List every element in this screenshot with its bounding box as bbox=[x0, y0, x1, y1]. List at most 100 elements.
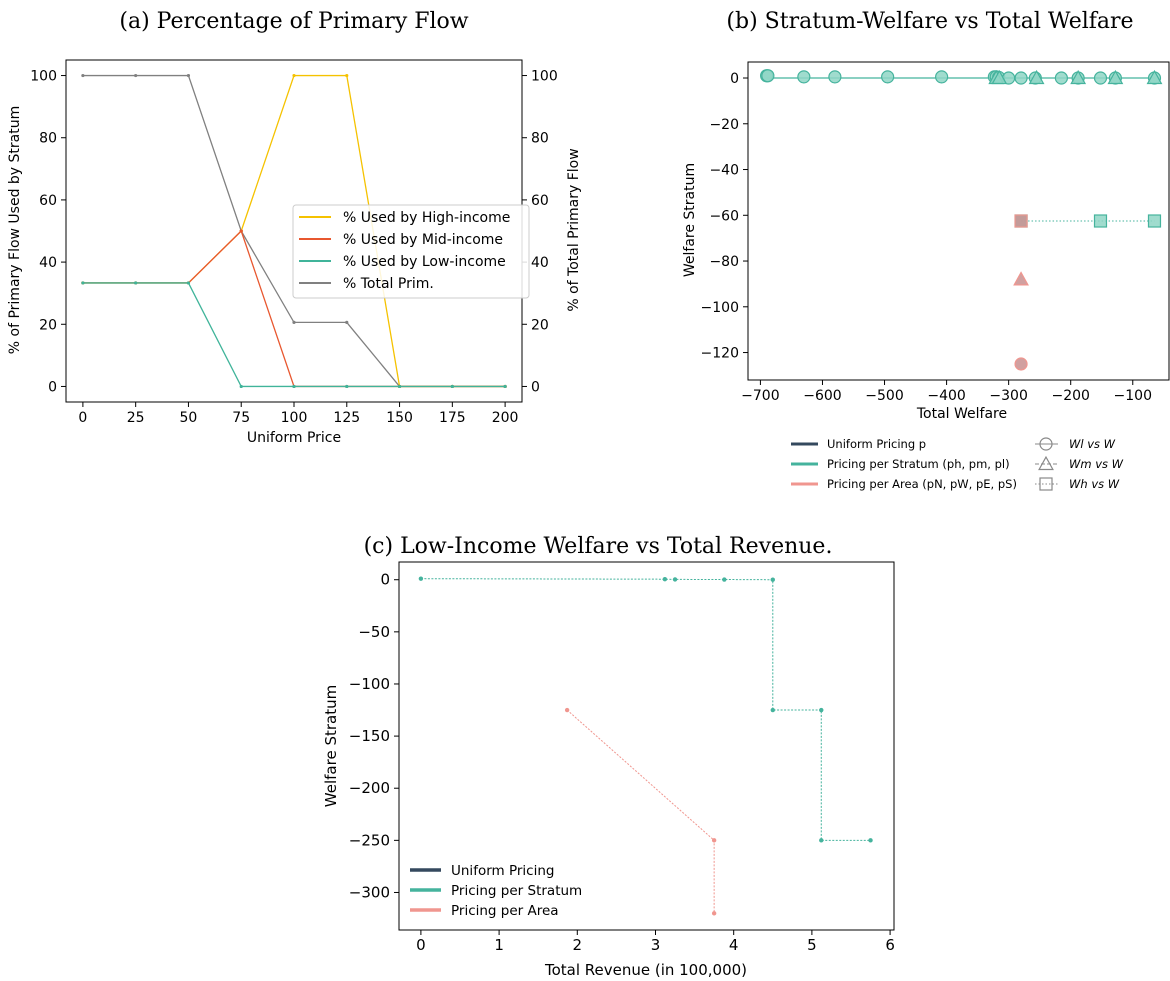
panel-a-point bbox=[186, 73, 191, 78]
panel-b-marker bbox=[1014, 214, 1028, 228]
panel-b-marker bbox=[1013, 271, 1029, 286]
square-icon bbox=[1039, 477, 1053, 491]
panel-b-ylabel: Welfare Stratum bbox=[682, 163, 698, 277]
panel-b-legend-label: Wm vs W bbox=[1069, 457, 1124, 471]
panel-c-ytick-label: −100 bbox=[349, 675, 390, 693]
panel-b-marker bbox=[761, 69, 775, 83]
panel-b-marker bbox=[991, 69, 1008, 85]
panel-a-title: (a) Percentage of Primary Flow bbox=[119, 9, 468, 34]
panel-c-point bbox=[711, 838, 717, 843]
panel-c-ytick-label: −50 bbox=[358, 623, 390, 641]
panel-a-xlabel: Uniform Price bbox=[247, 430, 341, 446]
panel-b-marker bbox=[1093, 71, 1108, 85]
panel-a-ytick-label: 60 bbox=[39, 193, 57, 209]
panel-a-point bbox=[81, 281, 85, 285]
panel-a-point bbox=[292, 320, 296, 325]
panel-b-ytick-label: −100 bbox=[701, 300, 739, 316]
panel-a-ytick-right-label: 60 bbox=[531, 193, 549, 209]
panel-c-series-line bbox=[566, 709, 715, 914]
panel-b-xtick-label: −300 bbox=[989, 388, 1027, 404]
panel-a-legend-label: % Used by High-income bbox=[343, 210, 510, 226]
circle-icon bbox=[1039, 437, 1053, 451]
panel-b-axes-frame bbox=[747, 61, 1170, 381]
panel-b-marker bbox=[1093, 214, 1108, 228]
panel-b-xtick-label: −200 bbox=[1051, 388, 1089, 404]
panel-c-xtick-label: 6 bbox=[885, 936, 895, 954]
panel-b-ytick-label: −60 bbox=[709, 208, 739, 224]
panel-a-xtick-label: 50 bbox=[180, 410, 198, 426]
panel-a-ytick-label: 20 bbox=[39, 317, 57, 333]
panel-c-ytick-label: −150 bbox=[349, 727, 390, 745]
panel-b-marker bbox=[828, 70, 842, 84]
panel-b-xtick-label: −500 bbox=[865, 388, 903, 404]
panel-c-xlabel: Total Revenue (in 100,000) bbox=[544, 961, 747, 979]
panel-c-point bbox=[662, 577, 668, 582]
panel-a-ytick-label: 0 bbox=[48, 379, 57, 395]
panel-a-point bbox=[503, 384, 507, 389]
panel-a-chart: (a) Percentage of Primary Flow 0 25 50 75 10… bbox=[7, 9, 582, 446]
panel-a-point bbox=[345, 384, 349, 389]
panel-c-axes-frame bbox=[398, 561, 895, 931]
panel-b-ytick-label: −40 bbox=[709, 163, 739, 179]
panel-a-xtick-label: 150 bbox=[386, 410, 413, 426]
panel-b-ytick-label: −20 bbox=[709, 117, 739, 133]
panel-c-xtick-label: 3 bbox=[651, 936, 661, 954]
panel-c-point bbox=[770, 707, 775, 713]
panel-c-plot-area: 0 1 2 3 4 5 6 0 −50 −100 −150 −200 −250 −300 bbox=[349, 561, 895, 954]
panel-a-plot-area: 0 25 50 75 100 125 150 175 200 0 20 40 60 80 100 0 20 40 6… bbox=[30, 59, 558, 426]
panel-a-ytick-right-label: 80 bbox=[531, 131, 549, 147]
panel-b-marker bbox=[797, 70, 811, 84]
panel-b-marker bbox=[935, 70, 949, 84]
panel-b-legend-label: Wh vs W bbox=[1069, 477, 1120, 491]
panel-b-title: (b) Stratum-Welfare vs Total Welfare bbox=[726, 9, 1133, 34]
panel-c-legend-label: Pricing per Stratum bbox=[451, 883, 582, 899]
panel-c-title: (c) Low-Income Welfare vs Total Revenue. bbox=[364, 534, 833, 559]
panel-b-marker bbox=[1146, 69, 1163, 85]
panel-b-legend-label: Wl vs W bbox=[1069, 437, 1116, 451]
panel-a-ytick-label: 40 bbox=[39, 255, 57, 271]
panel-c-ylabel: Welfare Stratum bbox=[322, 685, 340, 807]
panel-b-marker bbox=[1054, 71, 1068, 85]
panel-a-xtick-label: 175 bbox=[439, 410, 466, 426]
panel-c-legend-label: Uniform Pricing bbox=[451, 863, 554, 879]
panel-b-xtick-label: −400 bbox=[927, 388, 965, 404]
panel-a-point bbox=[81, 73, 85, 78]
panel-c-xtick-label: 2 bbox=[573, 936, 583, 954]
panel-a-xtick-label: 75 bbox=[232, 410, 250, 426]
panel-b-xlabel: Total Welfare bbox=[916, 406, 1007, 422]
panel-c-point bbox=[672, 577, 678, 582]
panel-a-legend-label: % Used by Mid-income bbox=[343, 232, 503, 248]
panel-a-point bbox=[397, 384, 402, 389]
panel-a-point bbox=[345, 73, 349, 78]
panel-b-marker bbox=[1147, 214, 1162, 228]
panel-a-ytick-label: 80 bbox=[39, 131, 57, 147]
panel-a-xtick-label: 0 bbox=[78, 410, 87, 426]
panel-a-legend-label: % Used by Low-income bbox=[343, 254, 506, 270]
panel-c-point bbox=[770, 577, 775, 582]
panel-c-point bbox=[868, 838, 873, 843]
panel-a-ytick-right-label: 20 bbox=[531, 317, 549, 333]
panel-b-chart: (b) Stratum-Welfare vs Total Welfare −70… bbox=[682, 9, 1170, 491]
panel-a-xtick-label: 200 bbox=[492, 410, 519, 426]
panel-b-marker bbox=[881, 70, 895, 84]
panel-b-marker bbox=[1014, 71, 1028, 85]
panel-c-point bbox=[819, 707, 824, 713]
panel-a-point bbox=[345, 320, 349, 325]
triangle-icon bbox=[1038, 455, 1054, 471]
panel-a-point bbox=[292, 73, 296, 78]
panel-b-ytick-label: −120 bbox=[701, 346, 739, 362]
panel-a-ytick-right-label: 40 bbox=[531, 255, 549, 271]
panel-a-xtick-label: 125 bbox=[333, 410, 360, 426]
panel-c-point bbox=[564, 707, 570, 713]
panel-c-series-line bbox=[420, 578, 871, 841]
panel-b-marker bbox=[1070, 69, 1087, 85]
panel-c-point bbox=[819, 838, 824, 843]
panel-b-ytick-label: 0 bbox=[730, 71, 739, 87]
panel-a-xtick-label: 25 bbox=[127, 410, 145, 426]
panel-c-xtick-label: 5 bbox=[807, 936, 817, 954]
panel-a-legend: % Used by High-income % Used by Mid-incom… bbox=[292, 204, 530, 299]
panel-b-xtick-label: −600 bbox=[803, 388, 841, 404]
panel-a-ytick-right-label: 0 bbox=[531, 379, 540, 395]
panel-b-marker bbox=[1014, 357, 1028, 371]
